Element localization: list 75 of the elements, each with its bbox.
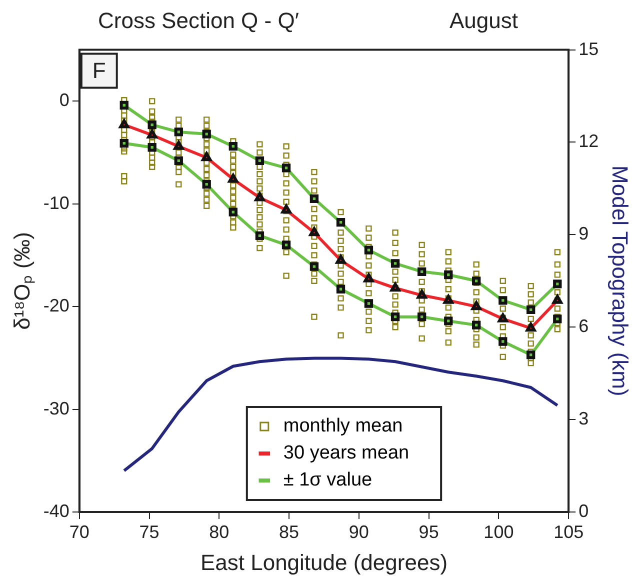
point: [553, 280, 562, 288]
point: [418, 267, 426, 276]
chart-title: Cross Section Q - Q′: [98, 8, 299, 34]
point: [148, 120, 156, 130]
x-tick-label: 75: [139, 522, 160, 542]
point: [202, 130, 211, 138]
chart-subtitle: August: [450, 8, 518, 34]
point: [202, 180, 211, 189]
point: [444, 270, 453, 280]
y-tick-label: -30: [43, 398, 70, 418]
point: [526, 305, 536, 314]
y2-tick-label: 6: [578, 316, 589, 336]
point: [281, 204, 292, 214]
point: [498, 337, 508, 346]
x-tick-label: 95: [418, 522, 439, 542]
x-tick-label: 70: [69, 522, 90, 542]
point: [336, 254, 346, 264]
legend-label: ± 1σ value: [283, 470, 372, 491]
y-tick-label: -40: [43, 500, 70, 521]
point: [552, 294, 562, 304]
y2-tick-label: 0: [578, 500, 589, 521]
point: [416, 290, 427, 299]
point: [120, 100, 128, 110]
point: [390, 259, 400, 268]
x-tick-label: 80: [209, 522, 230, 542]
point: [443, 294, 454, 304]
y2-tick-label: 15: [578, 38, 599, 59]
x-tick-label: 85: [279, 522, 300, 542]
point: [472, 320, 481, 330]
point: [228, 208, 238, 216]
point: [148, 143, 156, 152]
point: [310, 194, 319, 204]
y2-tick-label: 3: [578, 408, 589, 429]
legend-label: 30 years mean: [283, 442, 410, 464]
annotation: F: [92, 58, 106, 83]
x-tick-label: 100: [484, 522, 514, 542]
point: [228, 142, 238, 151]
point: [364, 273, 374, 282]
point: [282, 240, 291, 250]
point: [119, 119, 130, 128]
point: [390, 312, 400, 322]
x-tick-label: 105: [554, 522, 584, 542]
point: [255, 156, 264, 166]
point: [418, 312, 426, 322]
point: [472, 276, 481, 286]
point: [174, 128, 183, 136]
point: [310, 262, 319, 271]
point: [526, 350, 536, 360]
point: [336, 218, 346, 227]
point: [228, 174, 238, 183]
point: [364, 246, 374, 254]
point: [120, 138, 128, 148]
y2-tick-label: 9: [578, 224, 589, 244]
y-tick-label: -20: [43, 296, 70, 316]
point: [282, 164, 291, 172]
y-tick-label: -10: [43, 192, 70, 213]
point: [553, 314, 562, 324]
y-tick-label: 0: [59, 90, 70, 110]
point: [471, 301, 482, 310]
point: [336, 284, 346, 294]
point: [498, 296, 508, 305]
point: [255, 231, 264, 240]
point: [254, 192, 265, 202]
point: [390, 282, 400, 292]
y-axis-title: δ¹⁸Oₚ (‰): [9, 232, 36, 330]
point: [444, 316, 453, 326]
x-tick-label: 90: [348, 522, 369, 542]
point: [309, 227, 320, 236]
y2-axis-title: Model Topography (km): [608, 166, 633, 396]
x-axis-title: East Longitude (degrees): [200, 550, 448, 575]
point: [174, 156, 183, 166]
point: [147, 130, 158, 139]
point: [174, 140, 184, 150]
y2-tick-label: 12: [578, 131, 599, 152]
legend-label: monthly mean: [283, 416, 403, 437]
